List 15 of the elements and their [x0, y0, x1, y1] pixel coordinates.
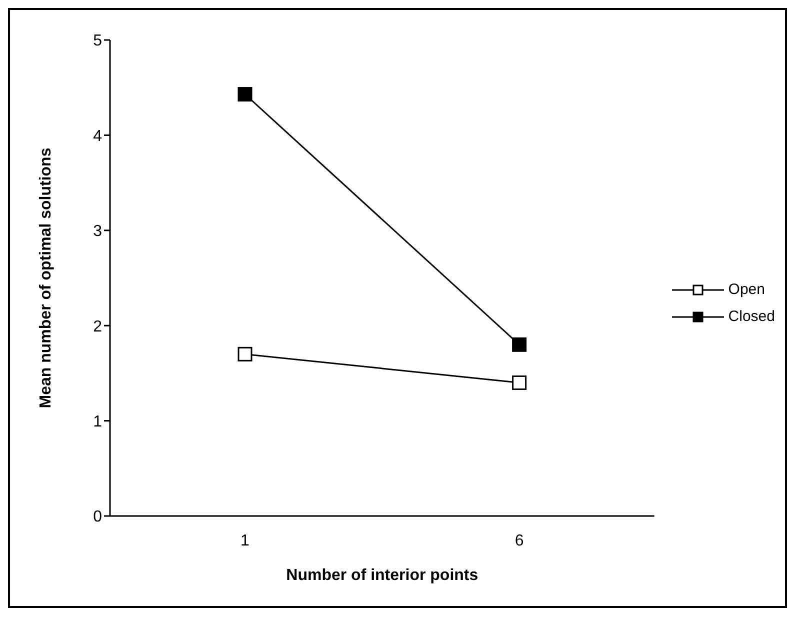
legend-label: Closed [728, 308, 775, 325]
y-tick-label: 1 [93, 413, 102, 430]
point [512, 337, 527, 352]
point [238, 346, 252, 362]
y-tick-label: 4 [93, 128, 102, 145]
y-tick-label: 5 [93, 32, 102, 50]
x-tick-label: 6 [514, 532, 524, 550]
y-tick-label: 2 [93, 318, 102, 336]
y-tick-label: 0 [93, 508, 102, 526]
point [238, 87, 252, 102]
point [512, 375, 527, 390]
x-axis-title: Number of interior points [286, 567, 478, 584]
y-tick-label: 3 [93, 223, 102, 240]
y-axis-title: Mean number of optimal solutions [38, 148, 55, 408]
legend-label: Open [728, 281, 765, 298]
